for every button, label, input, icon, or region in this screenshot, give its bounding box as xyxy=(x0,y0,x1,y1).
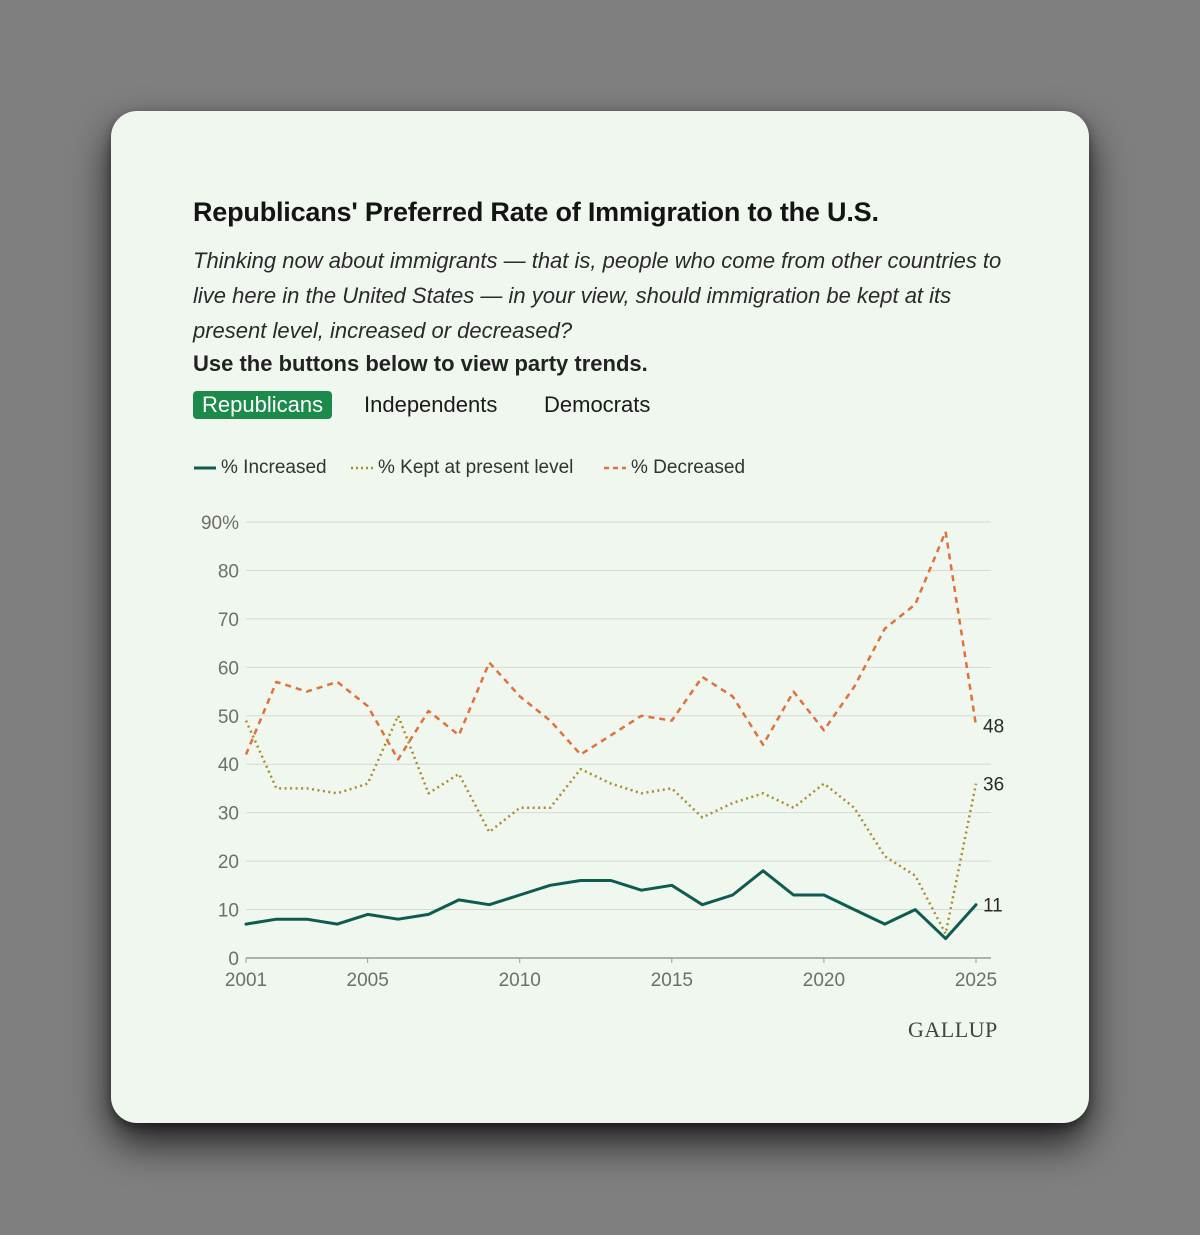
x-tick-label: 2025 xyxy=(955,970,997,991)
y-tick-label: 30 xyxy=(218,804,239,825)
x-tick-label: 2010 xyxy=(499,970,541,991)
end-label: 36 xyxy=(983,775,1004,796)
legend-swatch-increased xyxy=(194,466,216,470)
y-tick-label: 90% xyxy=(201,513,239,534)
series-line-increased xyxy=(244,869,978,941)
y-tick-label: 70 xyxy=(218,610,239,631)
y-tick-label: 60 xyxy=(218,658,239,679)
survey-question: Thinking now about immigrants — that is,… xyxy=(193,248,1002,343)
end-label: 48 xyxy=(983,716,1004,737)
y-tick-label: 0 xyxy=(228,949,239,970)
y-tick-label: 50 xyxy=(218,707,239,728)
series-line-decreased xyxy=(244,530,978,761)
tab-independents[interactable]: Independents xyxy=(364,392,498,417)
end-label: 11 xyxy=(983,896,1003,917)
x-tick-label: 2005 xyxy=(347,970,389,991)
line-chart: 0 10 20 30 40 50 60 70 80 90% 2001 2005 2010 2015 2020… xyxy=(201,513,1004,991)
x-tick-label: 2020 xyxy=(803,970,845,991)
chart-card: Republicans' Preferred Rate of Immigrati… xyxy=(111,111,1089,1123)
x-tick-label: 2015 xyxy=(651,970,693,991)
series-line-kept xyxy=(244,714,978,936)
y-tick-label: 80 xyxy=(218,561,239,582)
tab-democrats[interactable]: Democrats xyxy=(544,392,651,417)
legend-swatch-decreased xyxy=(604,466,626,470)
chart-title: Republicans' Preferred Rate of Immigrati… xyxy=(193,197,879,227)
gallup-logo: GALLUP xyxy=(908,1017,998,1042)
instruction-text: Use the buttons below to view party tren… xyxy=(193,351,648,376)
legend-label-kept: % Kept at present level xyxy=(378,457,574,478)
y-tick-label: 20 xyxy=(218,852,239,873)
tab-republicans[interactable]: Republicans xyxy=(193,391,333,419)
y-tick-label: 10 xyxy=(218,901,239,922)
legend-label-decreased: % Decreased xyxy=(631,457,746,478)
x-tick-label: 2001 xyxy=(225,970,267,991)
legend-swatch-kept xyxy=(351,466,373,470)
y-tick-label: 40 xyxy=(218,755,239,776)
legend-label-increased: % Increased xyxy=(221,457,327,478)
